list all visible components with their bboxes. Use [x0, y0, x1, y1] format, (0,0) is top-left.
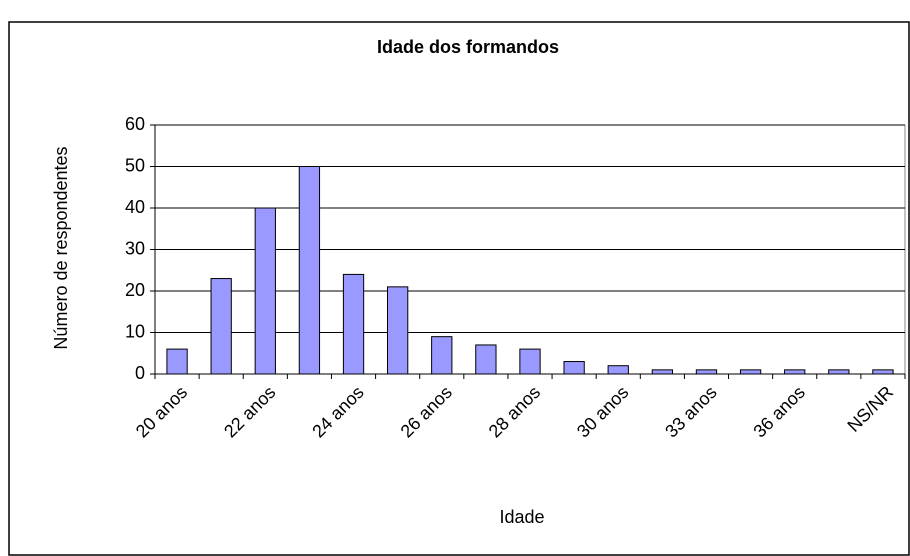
- bar: [387, 286, 409, 375]
- y-tick-label: 0: [135, 363, 145, 383]
- bar: [475, 344, 497, 375]
- bar: [872, 369, 894, 375]
- bar: [298, 166, 321, 375]
- bar: [739, 369, 762, 375]
- bar: [784, 369, 806, 375]
- bar: [342, 273, 365, 375]
- y-tick-label: 40: [125, 197, 145, 217]
- y-tick-label: 10: [125, 321, 145, 341]
- y-tick-label: 60: [125, 114, 145, 134]
- bar: [431, 336, 453, 375]
- y-tick-label: 30: [125, 238, 145, 258]
- chart-title: Idade dos formandos: [377, 37, 559, 57]
- y-tick-label: 20: [125, 280, 145, 300]
- bar: [254, 207, 276, 375]
- y-tick-label: 50: [125, 155, 145, 175]
- bar: [651, 369, 673, 375]
- bar: [166, 348, 188, 375]
- bar: [828, 369, 850, 375]
- bar: [519, 348, 541, 375]
- bar: [607, 365, 629, 375]
- bar: [210, 278, 232, 375]
- y-axis-label: Número de respondentes: [51, 146, 71, 349]
- x-axis-label: Idade: [499, 507, 544, 527]
- bar: [695, 369, 718, 375]
- bar: [563, 361, 585, 375]
